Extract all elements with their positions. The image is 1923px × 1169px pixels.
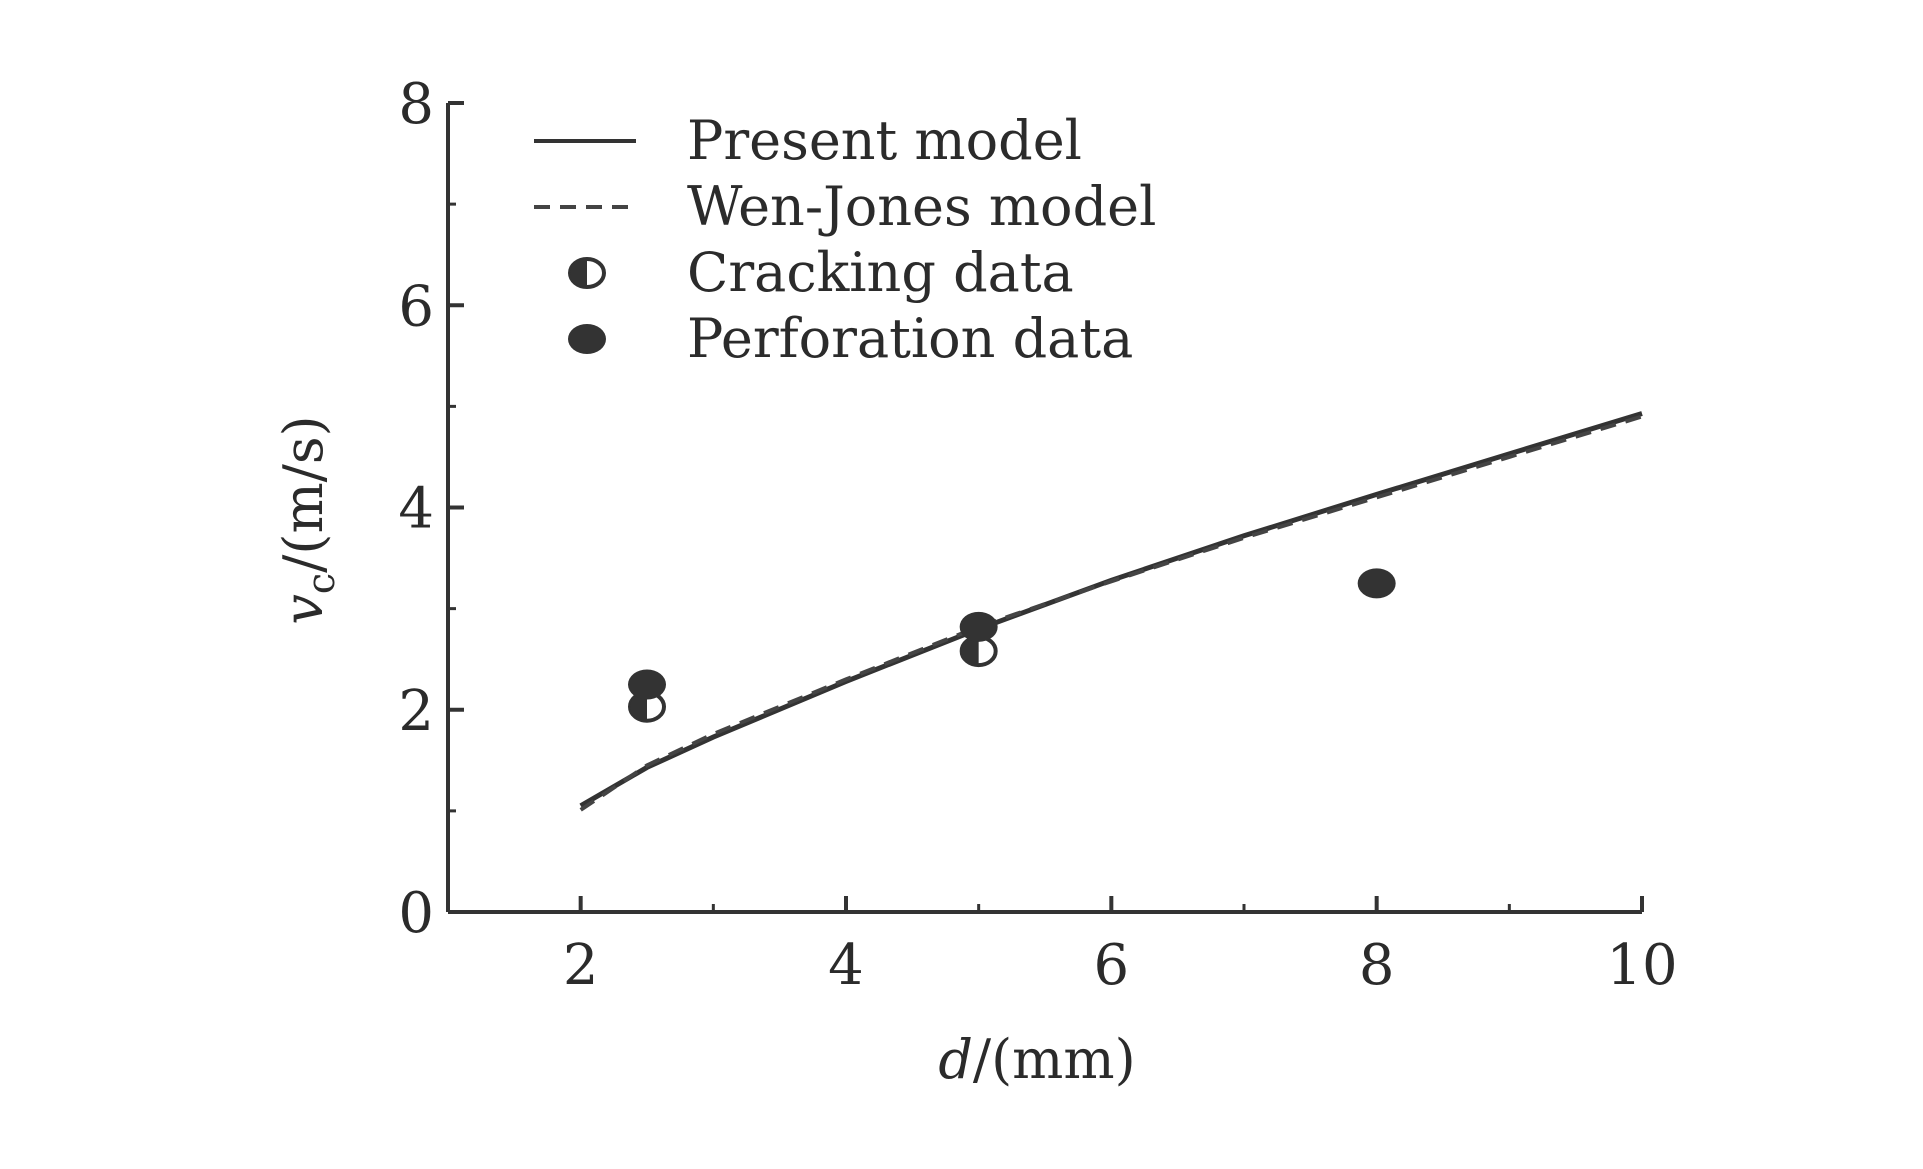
- cracking-data-point: [628, 690, 666, 723]
- legend-perforation-swatch: [568, 324, 606, 354]
- cracking-data-point: [959, 635, 998, 668]
- y-axis-unit: /(m/s): [272, 415, 335, 572]
- x-tick-label: 10: [1606, 933, 1677, 998]
- perforation-data-point: [628, 669, 666, 700]
- x-tick-label: 4: [828, 933, 864, 998]
- half-filled-marker-fill: [630, 692, 647, 721]
- axes: 0 2 4 6 8 2 4 6 8 10: [398, 72, 1677, 998]
- legend-label: Cracking data: [687, 241, 1074, 304]
- series-lines: [579, 411, 1643, 812]
- x-axis-var: d: [938, 1028, 973, 1091]
- y-tick-label: 4: [398, 477, 434, 542]
- x-tick-label: 6: [1094, 933, 1130, 998]
- present-model-line: [579, 411, 1643, 808]
- half-filled-marker-fill: [570, 259, 587, 287]
- series-markers: [628, 568, 1396, 723]
- legend-label: Perforation data: [687, 307, 1133, 370]
- legend-label: Wen-Jones model: [687, 175, 1156, 238]
- half-filled-marker-fill: [961, 637, 979, 666]
- x-tick-label: 2: [563, 933, 599, 998]
- perforation-data-point: [1357, 568, 1396, 599]
- x-axis-title: d/(mm): [938, 1028, 1135, 1091]
- y-axis-var: v: [272, 594, 335, 625]
- wen-jones-model-line: [579, 414, 1643, 812]
- x-tick-label: 8: [1359, 933, 1395, 998]
- perforation-data-point: [959, 611, 998, 642]
- x-axis-unit: /(mm): [973, 1028, 1136, 1091]
- legend-cracking-swatch: [568, 257, 606, 289]
- legend-label: Present model: [687, 109, 1082, 172]
- y-tick-label: 8: [398, 72, 434, 137]
- y-axis-title: vc/(m/s): [272, 415, 343, 624]
- y-tick-label: 0: [398, 881, 434, 946]
- y-axis-subscript: c: [299, 573, 343, 594]
- y-tick-label: 2: [398, 679, 434, 744]
- y-tick-label: 6: [398, 274, 434, 339]
